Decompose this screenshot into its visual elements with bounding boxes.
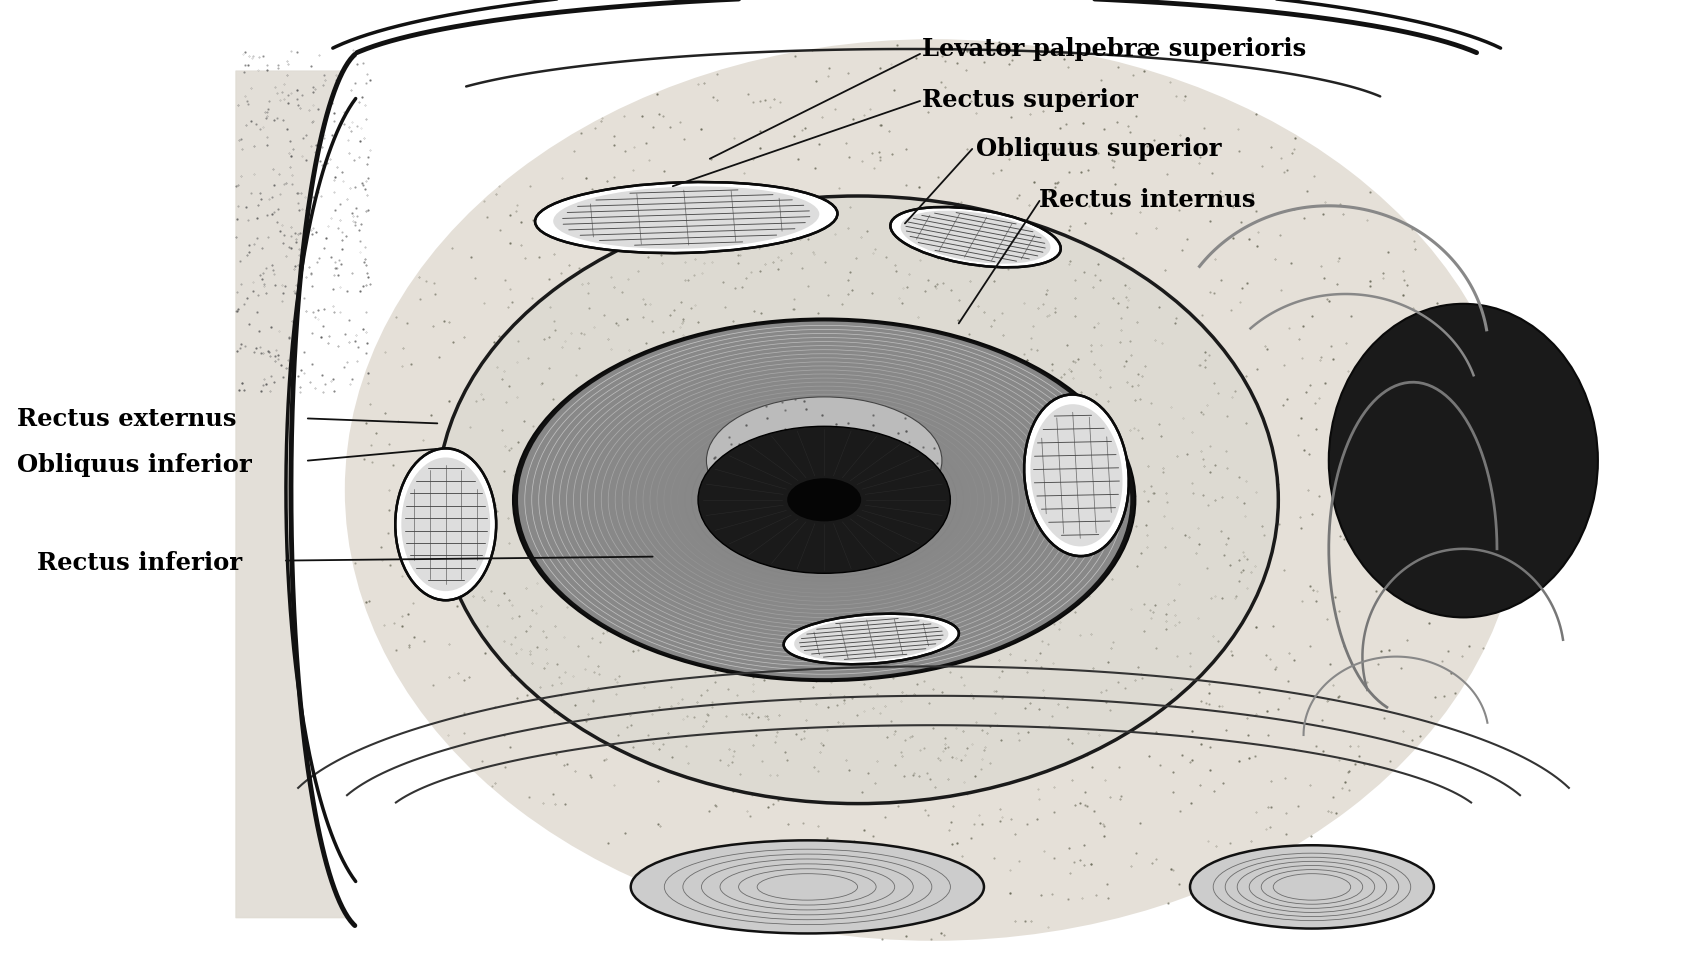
Circle shape (518, 321, 1130, 678)
Text: Levator palpebræ superioris: Levator palpebræ superioris (922, 37, 1305, 61)
Ellipse shape (784, 613, 959, 664)
Text: Obliquus inferior: Obliquus inferior (17, 453, 252, 476)
Ellipse shape (1024, 395, 1129, 556)
Ellipse shape (402, 458, 489, 591)
Text: Obliquus superior: Obliquus superior (976, 137, 1221, 161)
Ellipse shape (437, 196, 1278, 804)
Ellipse shape (706, 397, 942, 524)
Circle shape (513, 318, 1135, 681)
Text: Rectus superior: Rectus superior (922, 88, 1137, 112)
Ellipse shape (900, 211, 1051, 264)
Ellipse shape (890, 207, 1061, 268)
Circle shape (787, 478, 861, 521)
Text: Rectus inferior: Rectus inferior (37, 551, 242, 574)
Text: Rectus externus: Rectus externus (17, 407, 235, 430)
Ellipse shape (553, 186, 819, 249)
Ellipse shape (794, 616, 949, 662)
Ellipse shape (1031, 404, 1122, 547)
Ellipse shape (1329, 304, 1598, 617)
Ellipse shape (1191, 845, 1433, 929)
Ellipse shape (395, 449, 496, 600)
Ellipse shape (535, 182, 838, 253)
Ellipse shape (345, 39, 1522, 941)
Ellipse shape (631, 841, 984, 933)
Circle shape (698, 426, 950, 573)
Text: Rectus internus: Rectus internus (1039, 188, 1256, 212)
